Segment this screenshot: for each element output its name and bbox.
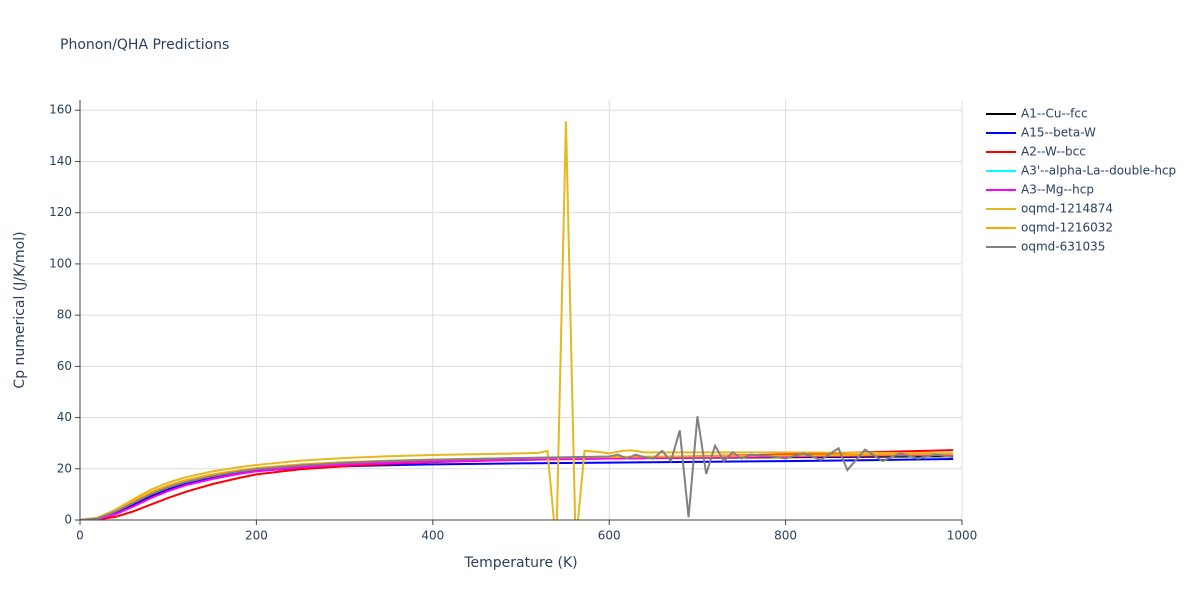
chart-title: Phonon/QHA Predictions <box>60 37 229 53</box>
series-line <box>80 455 954 520</box>
grid <box>79 100 963 521</box>
series-line <box>80 458 954 520</box>
legend-label: oqmd-1214874 <box>1021 202 1113 216</box>
plot-area <box>80 121 954 520</box>
y-tick-label: 20 <box>57 461 72 475</box>
y-tick-label: 120 <box>49 205 72 219</box>
y-axis-label: Cp numerical (J/K/mol) <box>12 231 28 388</box>
y-tick-label: 80 <box>57 308 72 322</box>
legend-label: A3'--alpha-La--double-hcp <box>1021 164 1176 178</box>
y-tick-label: 0 <box>64 513 72 527</box>
series-line <box>80 121 954 520</box>
y-tick-label: 140 <box>49 154 72 168</box>
series-line <box>80 416 954 520</box>
y-tick-label: 40 <box>57 410 72 424</box>
legend-label: A1--Cu--fcc <box>1021 107 1088 121</box>
series-line <box>80 453 954 520</box>
x-tick-label: 200 <box>245 529 268 543</box>
x-axis-label: Temperature (K) <box>463 555 577 571</box>
legend: A1--Cu--fcc A15--beta-W A2--W--bcc A3'--alp… <box>986 107 1176 254</box>
y-tick-label: 60 <box>57 359 72 373</box>
legend-label: oqmd-631035 <box>1021 240 1105 254</box>
legend-label: oqmd-1216032 <box>1021 221 1113 235</box>
x-tick-label: 0 <box>76 529 84 543</box>
y-tick-label: 100 <box>49 256 72 270</box>
legend-label: A3--Mg--hcp <box>1021 183 1094 197</box>
legend-label: A15--beta-W <box>1021 126 1096 140</box>
y-tick-label: 160 <box>49 103 72 117</box>
x-tick-label: 400 <box>421 529 444 543</box>
legend-label: A2--W--bcc <box>1021 145 1086 159</box>
x-tick-label: 600 <box>598 529 621 543</box>
x-tick-label: 800 <box>774 529 797 543</box>
axes: 0 200 400 600 800 1000 0 20 40 60 80 100 120 140 160 <box>49 100 977 543</box>
x-tick-label: 1000 <box>947 529 978 543</box>
